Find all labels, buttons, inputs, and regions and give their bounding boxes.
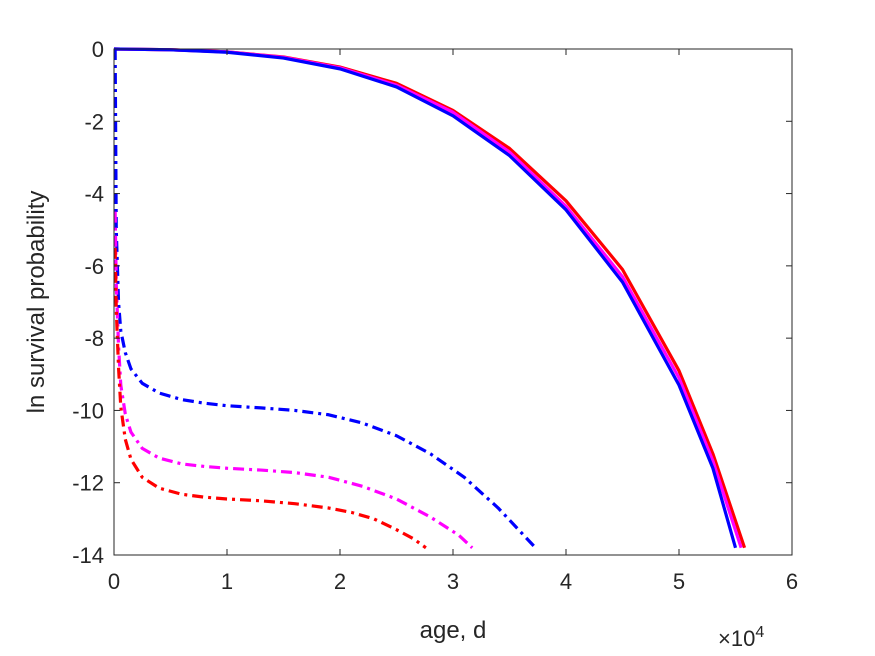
y-tick-label: -12 (72, 471, 104, 496)
plot-background (114, 49, 792, 555)
y-tick-label: -4 (84, 182, 104, 207)
y-tick-label: -14 (72, 543, 104, 568)
y-tick-label: -8 (84, 326, 104, 351)
x-tick-label: 1 (221, 569, 233, 594)
x-axis-multiplier-exponent: 4 (755, 624, 764, 641)
tick-layer: 0 1 2 3 4 5 6 0 -2 -4 -6 -8 -10 -12 -14 (72, 37, 798, 594)
y-tick-label: -2 (84, 109, 104, 134)
x-tick-label: 4 (560, 569, 572, 594)
x-tick-label: 6 (786, 569, 798, 594)
x-axis-label: age, d (420, 617, 487, 644)
y-tick-label: 0 (92, 37, 104, 62)
y-tick-label: -6 (84, 254, 104, 279)
x-tick-label: 2 (334, 569, 346, 594)
y-axis-label: ln survival probability (23, 191, 50, 414)
x-axis-multiplier-base: ×10 (718, 626, 755, 651)
x-tick-label: 0 (108, 569, 120, 594)
x-tick-label: 5 (673, 569, 685, 594)
x-tick-label: 3 (447, 569, 459, 594)
x-axis-multiplier: ×104 (718, 624, 764, 651)
series-line-4 (113, 48, 537, 549)
y-tick-label: -10 (72, 398, 104, 423)
